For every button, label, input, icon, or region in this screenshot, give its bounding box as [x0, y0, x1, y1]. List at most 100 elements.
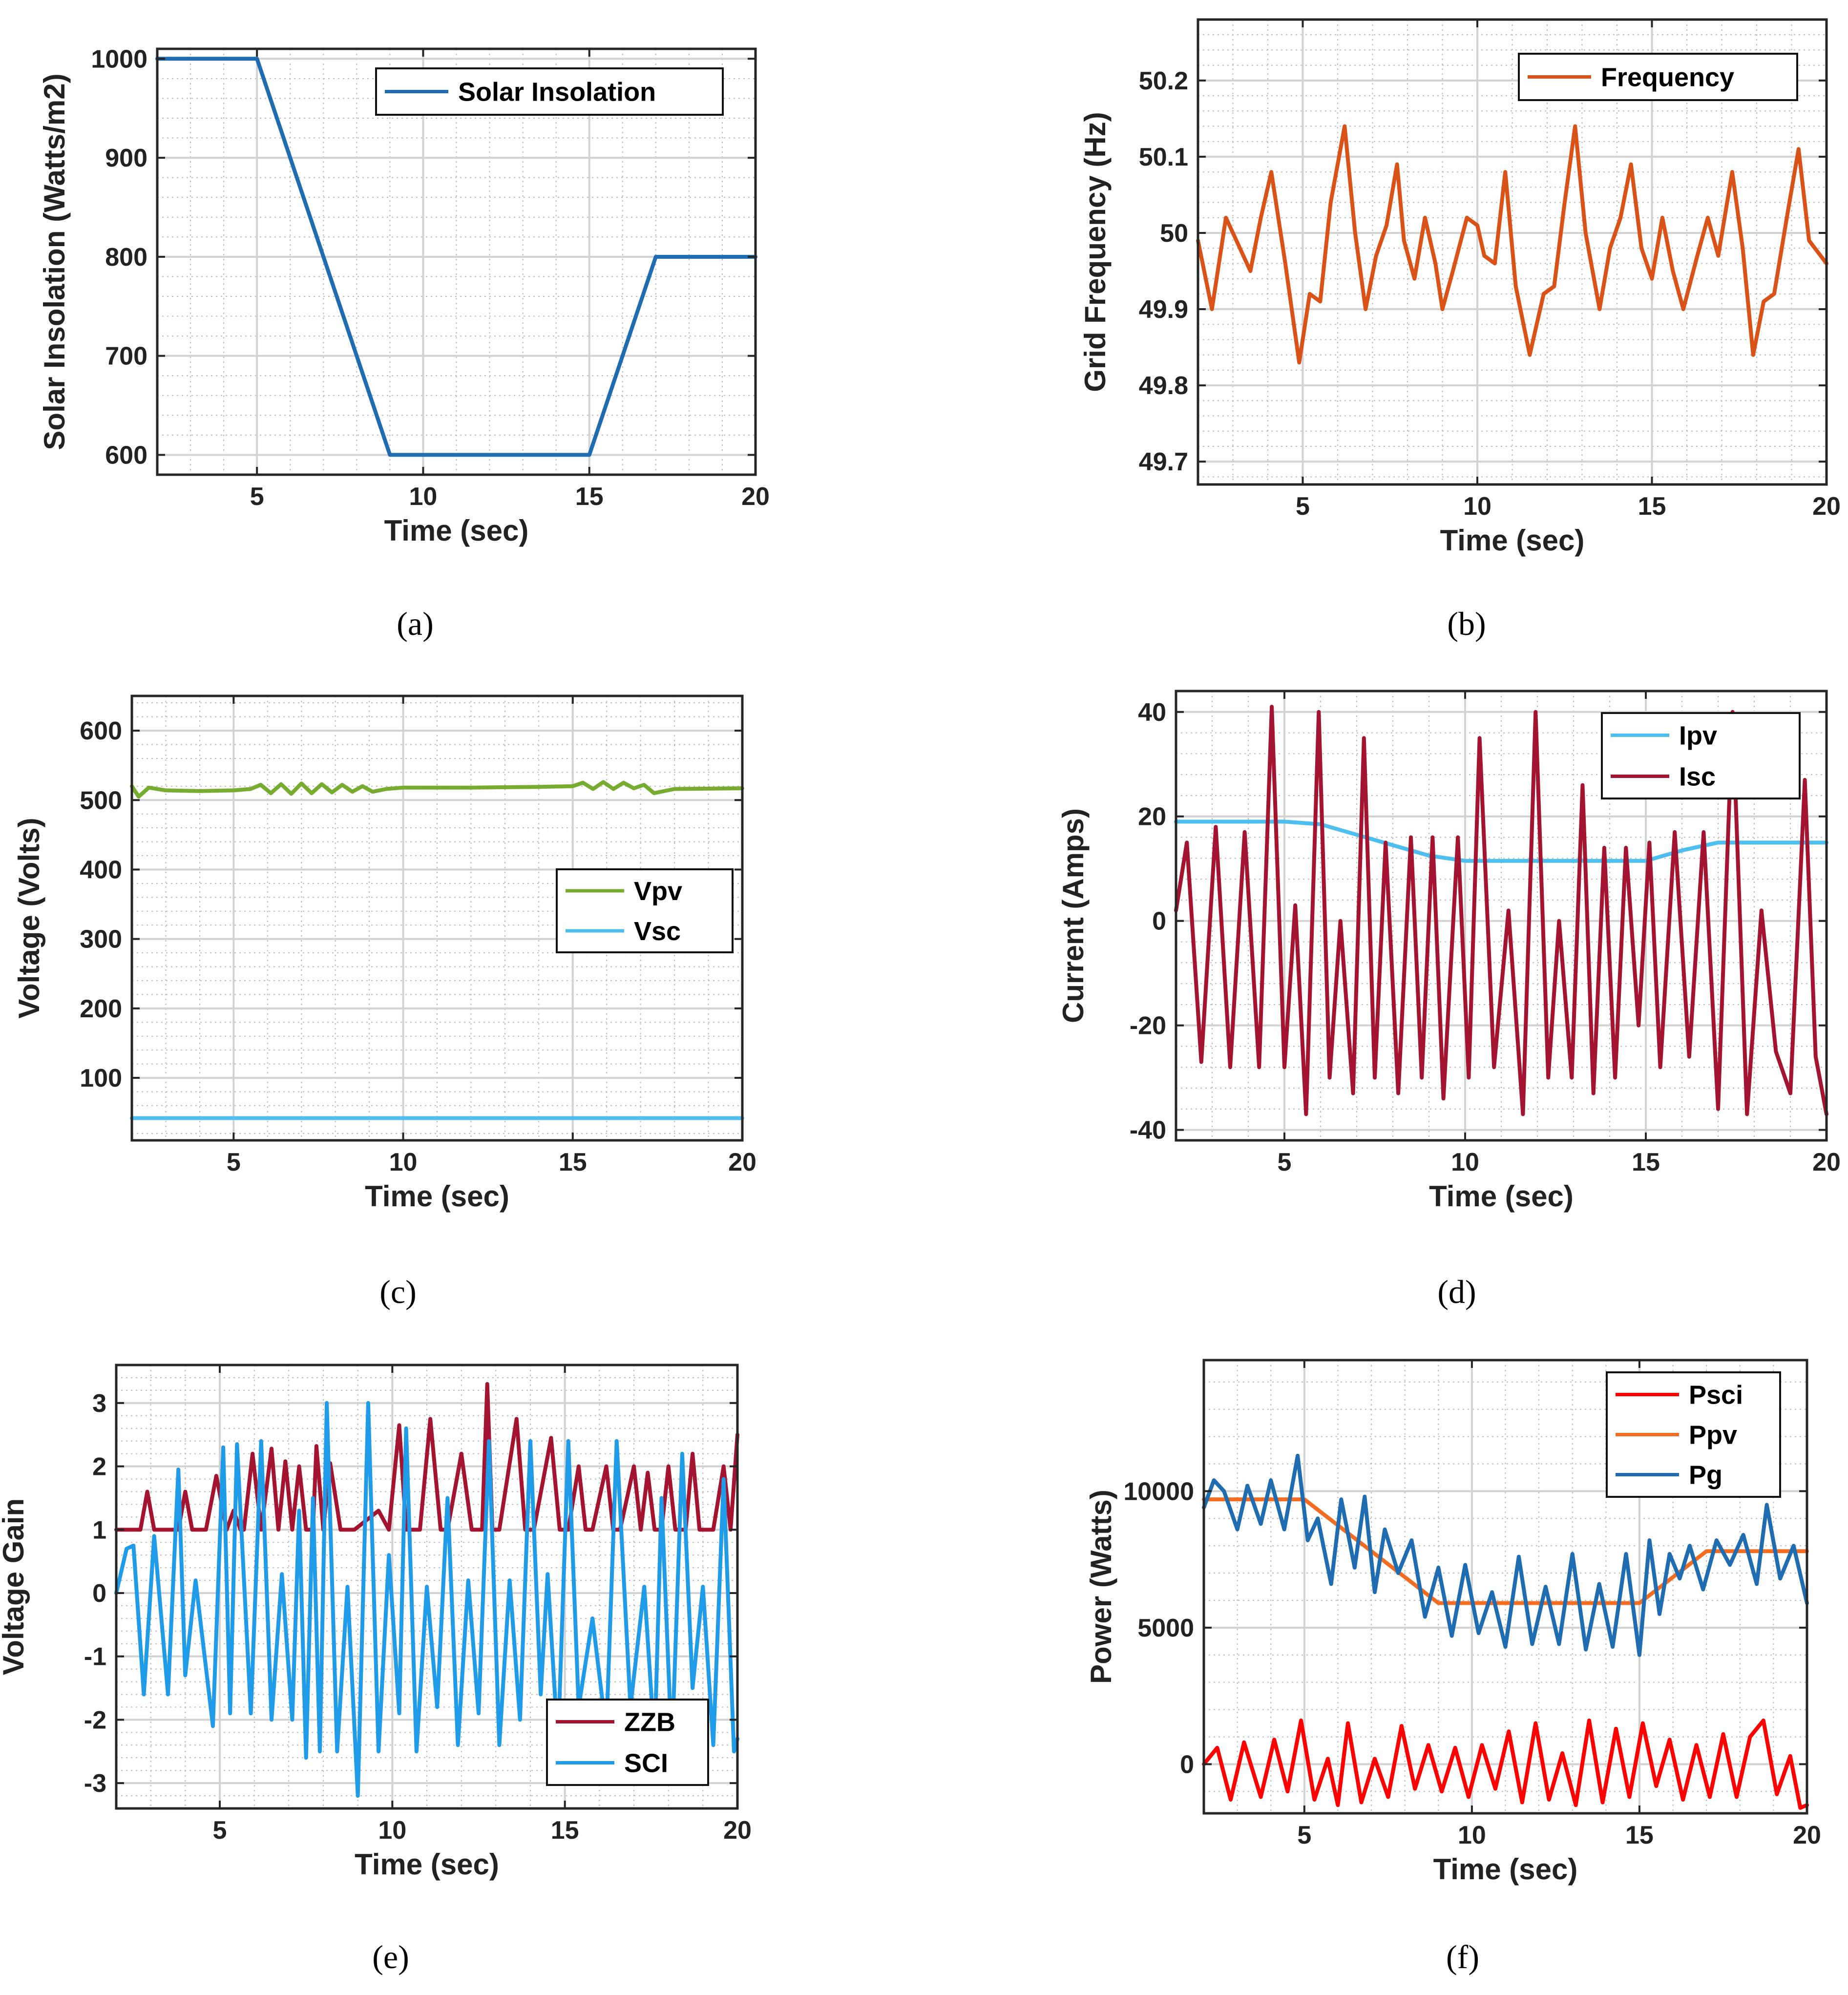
series-line-isc [1174, 705, 1828, 1116]
x-tick-label: 5 [1296, 492, 1310, 521]
x-tick-label: 5 [250, 483, 264, 511]
x-tick-label: 20 [1793, 1821, 1821, 1849]
y-tick-label: 500 [80, 786, 122, 815]
y-tick-label: 5000 [1137, 1614, 1194, 1642]
axes-box [156, 47, 757, 476]
x-axis-label: Time (sec) [384, 514, 529, 547]
y-axis-label: Solar Insolation (Watts/m2) [38, 73, 71, 450]
ticks [1198, 20, 1827, 484]
y-tick-label: 0 [92, 1579, 106, 1608]
panel-caption: (f) [1446, 1938, 1479, 1975]
panel-caption: (d) [1437, 1273, 1476, 1310]
axes-box [130, 694, 744, 1142]
legend-box [556, 868, 734, 953]
x-tick-label: 10 [1451, 1148, 1479, 1176]
y-tick-label: 700 [105, 342, 147, 371]
axes-box [1175, 690, 1828, 1142]
panel-caption: (a) [397, 605, 433, 642]
legend: Frequency [1518, 53, 1798, 101]
chart-panel-f: 5 10 15 20 0 5000 10000 Time (sec) Power (Watts)… [1085, 1359, 1821, 1975]
chart-panel-a: 5 10 15 20 600 700 800 900 1000 Time (sec) Solar I… [38, 45, 770, 642]
panel-caption: (e) [372, 1938, 409, 1975]
legend-label: SCI [624, 1749, 668, 1778]
y-tick-label: 800 [105, 243, 147, 272]
x-tick-label: 15 [1632, 1148, 1660, 1176]
y-tick-label: 50.1 [1139, 143, 1188, 171]
x-tick-label: 15 [551, 1816, 579, 1845]
y-tick-label: 3 [92, 1389, 106, 1418]
y-tick-label: -1 [84, 1643, 106, 1671]
y-tick-label: 400 [80, 856, 122, 884]
x-tick-label: 15 [1625, 1821, 1654, 1849]
legend-label: Isc [1679, 762, 1716, 792]
x-tick-label: 5 [213, 1816, 227, 1845]
y-tick-label: 50.2 [1139, 67, 1188, 95]
ticks [157, 49, 756, 475]
legend: ZZB SCI [546, 1699, 709, 1786]
x-tick-label: 10 [389, 1148, 418, 1176]
x-tick-label: 10 [378, 1816, 406, 1845]
legend-label: Vpv [634, 877, 682, 906]
y-tick-label: 900 [105, 144, 147, 172]
y-tick-label: 40 [1138, 698, 1166, 727]
legend: Vpv Vsc [556, 868, 734, 953]
legend: Solar Insolation [375, 67, 724, 116]
panel-caption: (b) [1447, 605, 1486, 642]
legend-label: Vsc [634, 917, 681, 946]
y-tick-label: 100 [80, 1064, 122, 1092]
series-line-solar-insolation [155, 57, 757, 457]
series-line-psci [1202, 1718, 1809, 1810]
x-tick-label: 20 [741, 483, 770, 511]
axes-box [115, 1364, 739, 1810]
ticks [132, 696, 743, 1140]
x-axis-label: Time (sec) [355, 1848, 499, 1881]
major-grid [132, 696, 743, 1140]
legend-box [1601, 712, 1801, 799]
y-tick-label: 0 [1152, 907, 1166, 936]
y-tick-label: -20 [1130, 1012, 1166, 1040]
y-tick-label: 49.7 [1139, 448, 1188, 476]
x-tick-label: 15 [575, 483, 604, 511]
y-tick-label: 49.9 [1139, 295, 1188, 324]
chart-panel-c: 5 10 15 20 100 200 300 400 500 600 Time (sec) Volta… [13, 694, 756, 1310]
x-tick-label: 10 [1458, 1821, 1486, 1849]
y-tick-label: 2 [92, 1453, 106, 1481]
legend-label: Ppv [1689, 1421, 1737, 1450]
legend-label: Ipv [1679, 721, 1717, 751]
y-tick-label: -2 [84, 1706, 106, 1734]
y-axis-label: Voltage (Volts) [13, 818, 45, 1018]
x-tick-label: 20 [1812, 492, 1841, 521]
y-tick-label: 49.8 [1139, 372, 1188, 400]
y-axis-label: Grid Frequency (Hz) [1079, 112, 1112, 392]
y-tick-label: 1 [92, 1516, 106, 1544]
series-line-sci [114, 1401, 739, 1798]
x-tick-label: 5 [1278, 1148, 1292, 1176]
ticks [1176, 691, 1827, 1140]
y-tick-label: 200 [80, 995, 122, 1023]
chart-panel-d: 5 10 15 20 -40 -20 0 20 40 Time (sec) Current (Amp… [1057, 690, 1841, 1310]
y-tick-label: 600 [80, 717, 122, 745]
panel-caption: (c) [379, 1273, 416, 1310]
x-tick-label: 5 [227, 1148, 241, 1176]
chart-panel-e: 5 10 15 20 -3 -2 -1 0 1 2 3 Time (sec) Voltage Gain Z… [0, 1364, 752, 1975]
y-tick-label: 20 [1138, 803, 1166, 831]
y-axis-label: Voltage Gain [0, 1498, 30, 1675]
series-line-frequency [1196, 124, 1828, 365]
x-axis-label: Time (sec) [1429, 1180, 1574, 1213]
x-tick-label: 15 [1638, 492, 1666, 521]
x-axis-label: Time (sec) [1433, 1853, 1578, 1886]
y-tick-label: 300 [80, 925, 122, 954]
legend-label: Solar Insolation [458, 78, 656, 107]
legend-label: ZZB [624, 1708, 675, 1737]
legend-label: Pg [1689, 1461, 1722, 1490]
y-tick-label: 10000 [1123, 1477, 1194, 1506]
y-tick-label: -3 [84, 1769, 106, 1798]
legend-label: Psci [1689, 1381, 1743, 1410]
y-tick-label: -40 [1130, 1116, 1166, 1145]
x-axis-label: Time (sec) [365, 1180, 509, 1213]
x-axis-label: Time (sec) [1440, 524, 1585, 557]
y-tick-label: 50 [1160, 219, 1188, 248]
y-tick-label: 600 [105, 441, 147, 469]
x-tick-label: 20 [723, 1816, 752, 1845]
